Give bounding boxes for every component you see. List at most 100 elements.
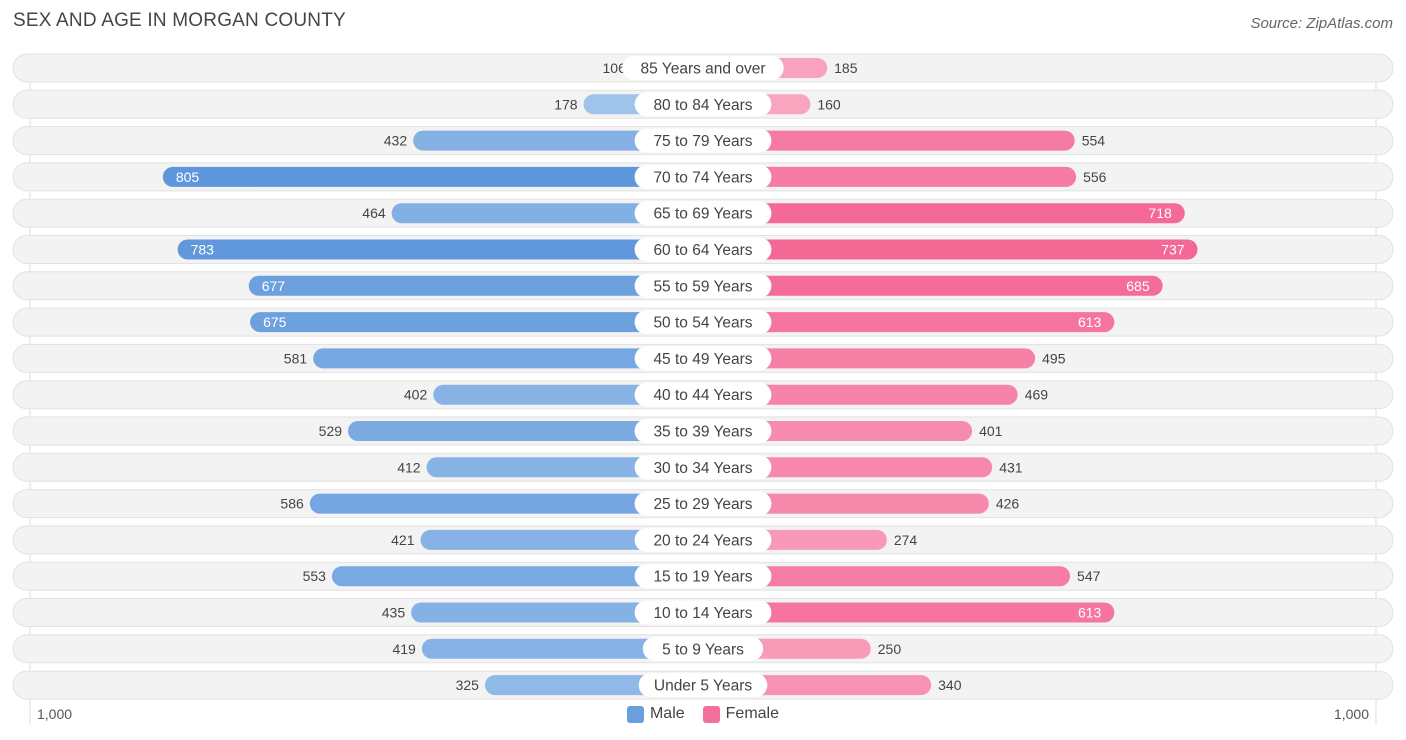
- bar-male: [313, 348, 703, 369]
- axis-right-label: 1,000: [1333, 706, 1369, 722]
- value-label-female: 469: [1025, 387, 1049, 403]
- value-label-male: 586: [280, 496, 304, 512]
- bar-male: [348, 421, 703, 441]
- bar-female: [703, 130, 1075, 151]
- bar-male: [433, 384, 703, 405]
- bar-female: [703, 493, 989, 514]
- bar-male: [426, 457, 703, 478]
- value-label-male: 432: [384, 133, 408, 149]
- legend-label-male: Male: [649, 705, 685, 722]
- value-label-male: 675: [263, 314, 287, 330]
- bar-male: [177, 239, 703, 260]
- category-label: 20 to 24 Years: [653, 532, 752, 549]
- legend-item-female[interactable]: Female: [702, 705, 780, 723]
- category-label: 65 to 69 Years: [653, 206, 752, 223]
- category-label: 10 to 14 Years: [653, 605, 752, 622]
- category-pill: [642, 636, 764, 661]
- bar-female: [703, 203, 1185, 224]
- category-pill: [634, 491, 772, 516]
- category-pill: [634, 237, 772, 262]
- category-label: 80 to 84 Years: [653, 97, 752, 114]
- category-pill: [634, 564, 772, 589]
- category-label: 5 to 9 Years: [662, 641, 744, 658]
- bar-male: [421, 638, 703, 659]
- bar-female: [703, 312, 1115, 333]
- bar-female: [703, 457, 993, 478]
- bar-male: [391, 203, 703, 224]
- value-label-male: 529: [319, 423, 343, 439]
- value-label-male: 402: [404, 387, 428, 403]
- category-pill: [634, 346, 772, 371]
- legend-swatch-male: [626, 705, 644, 723]
- value-label-male: 553: [303, 568, 327, 584]
- value-label-male: 325: [456, 677, 480, 693]
- category-label: Under 5 Years: [654, 678, 752, 695]
- value-label-female: 274: [894, 532, 918, 548]
- value-label-female: 401: [979, 423, 1003, 439]
- axis-left-label: 1,000: [37, 706, 73, 722]
- value-label-male: 419: [392, 641, 416, 657]
- bar-male: [420, 529, 703, 550]
- category-pill: [634, 310, 772, 335]
- category-pill: [622, 56, 784, 80]
- chart-title: SEX AND AGE IN MORGAN COUNTY: [13, 10, 346, 31]
- value-label-female: 737: [1161, 242, 1185, 258]
- value-label-male: 178: [554, 96, 578, 112]
- value-label-male: 106: [603, 60, 627, 76]
- category-label: 60 to 64 Years: [653, 242, 752, 259]
- category-pill: [634, 600, 772, 625]
- value-label-female: 426: [996, 496, 1020, 512]
- category-label: 35 to 39 Years: [653, 424, 752, 441]
- value-label-female: 250: [878, 641, 902, 657]
- category-label: 85 Years and over: [641, 61, 766, 78]
- legend: Male Female: [0, 705, 1406, 723]
- value-label-male: 464: [362, 205, 386, 221]
- legend-label-female: Female: [725, 705, 780, 722]
- bar-male: [248, 275, 703, 296]
- bar-male: [162, 166, 704, 187]
- bar-female: [703, 566, 1071, 587]
- legend-swatch-female: [702, 705, 720, 723]
- value-label-female: 556: [1083, 169, 1107, 185]
- category-pill: [634, 527, 772, 552]
- category-pill: [634, 164, 772, 189]
- bar-male: [411, 602, 703, 623]
- category-label: 75 to 79 Years: [653, 133, 752, 150]
- value-label-female: 160: [817, 96, 841, 112]
- value-label-female: 495: [1042, 350, 1066, 366]
- value-label-male: 421: [391, 532, 415, 548]
- value-label-female: 185: [834, 60, 858, 76]
- category-pill: [638, 673, 768, 698]
- value-label-female: 340: [938, 677, 962, 693]
- category-pill: [634, 382, 772, 407]
- bar-female: [703, 275, 1163, 296]
- category-pill: [634, 273, 772, 298]
- bar-male: [413, 130, 703, 151]
- value-label-female: 613: [1078, 314, 1102, 330]
- category-label: 25 to 29 Years: [653, 496, 752, 513]
- bar-male: [250, 312, 703, 333]
- category-label: 30 to 34 Years: [653, 460, 752, 477]
- category-label: 70 to 74 Years: [653, 169, 752, 186]
- category-pill: [634, 201, 772, 226]
- value-label-male: 677: [262, 278, 286, 294]
- category-label: 40 to 44 Years: [653, 387, 752, 404]
- category-pill: [634, 455, 772, 480]
- bar-female: [703, 348, 1036, 369]
- value-label-female: 685: [1126, 278, 1150, 294]
- bar-female: [703, 602, 1115, 623]
- legend-item-male[interactable]: Male: [626, 705, 685, 723]
- category-pill: [634, 128, 772, 153]
- category-label: 45 to 49 Years: [653, 351, 752, 368]
- bar-female: [703, 384, 1018, 405]
- value-label-male: 435: [382, 605, 406, 621]
- bar-female: [703, 239, 1198, 260]
- bar-male: [309, 493, 703, 514]
- category-label: 55 to 59 Years: [653, 278, 752, 295]
- value-label-male: 783: [191, 242, 215, 258]
- value-label-female: 547: [1077, 568, 1101, 584]
- category-pill: [634, 92, 772, 117]
- value-label-female: 718: [1148, 205, 1172, 221]
- value-label-female: 431: [999, 459, 1023, 475]
